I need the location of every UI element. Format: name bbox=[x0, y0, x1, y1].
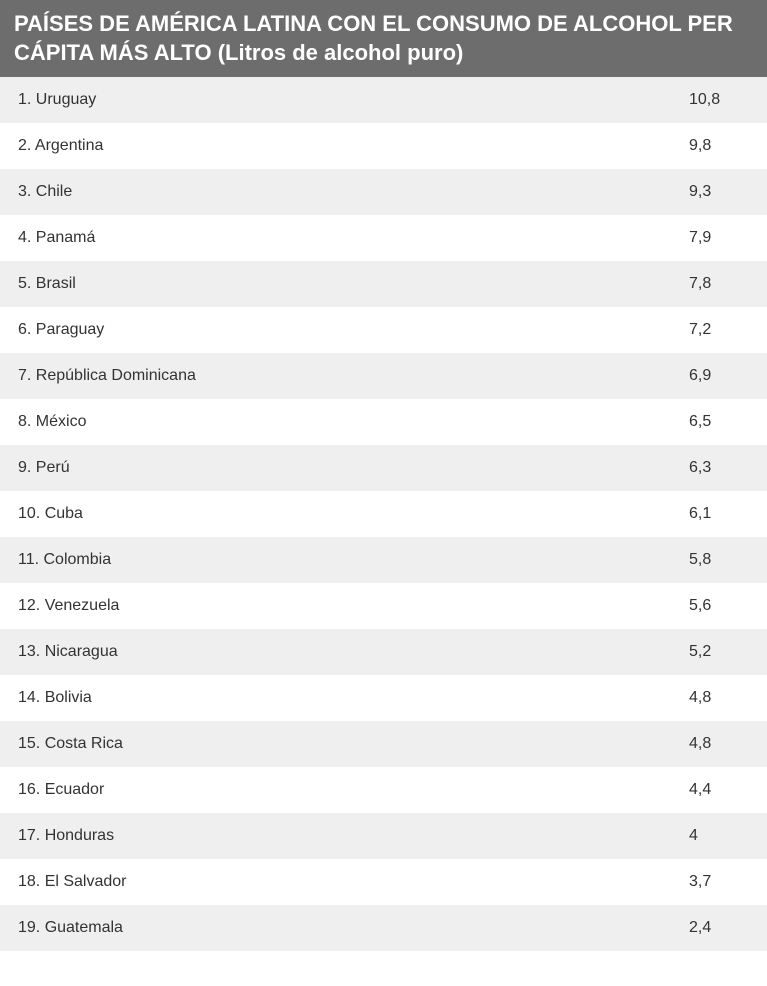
country-cell: 12. Venezuela bbox=[18, 597, 689, 615]
table-row: 6. Paraguay7,2 bbox=[0, 307, 767, 353]
table-row: 16. Ecuador4,4 bbox=[0, 767, 767, 813]
table-row: 5. Brasil7,8 bbox=[0, 261, 767, 307]
table-row: 13. Nicaragua5,2 bbox=[0, 629, 767, 675]
value-cell: 5,8 bbox=[689, 551, 749, 569]
country-cell: 13. Nicaragua bbox=[18, 643, 689, 661]
table-row: 9. Perú6,3 bbox=[0, 445, 767, 491]
country-cell: 8. México bbox=[18, 413, 689, 431]
country-cell: 2. Argentina bbox=[18, 137, 689, 155]
table-row: 7. República Dominicana6,9 bbox=[0, 353, 767, 399]
country-cell: 11. Colombia bbox=[18, 551, 689, 569]
table-row: 10. Cuba6,1 bbox=[0, 491, 767, 537]
value-cell: 4,8 bbox=[689, 735, 749, 753]
table-row: 8. México6,5 bbox=[0, 399, 767, 445]
country-cell: 17. Honduras bbox=[18, 827, 689, 845]
country-cell: 10. Cuba bbox=[18, 505, 689, 523]
country-cell: 4. Panamá bbox=[18, 229, 689, 247]
value-cell: 4,8 bbox=[689, 689, 749, 707]
table-row: 18. El Salvador3,7 bbox=[0, 859, 767, 905]
country-cell: 16. Ecuador bbox=[18, 781, 689, 799]
value-cell: 6,5 bbox=[689, 413, 749, 431]
country-cell: 9. Perú bbox=[18, 459, 689, 477]
table-row: 11. Colombia5,8 bbox=[0, 537, 767, 583]
value-cell: 4 bbox=[689, 827, 749, 845]
value-cell: 9,3 bbox=[689, 183, 749, 201]
data-table: 1. Uruguay10,82. Argentina9,83. Chile9,3… bbox=[0, 77, 767, 951]
value-cell: 6,1 bbox=[689, 505, 749, 523]
table-row: 4. Panamá7,9 bbox=[0, 215, 767, 261]
value-cell: 4,4 bbox=[689, 781, 749, 799]
value-cell: 10,8 bbox=[689, 91, 749, 109]
table-title: PAÍSES DE AMÉRICA LATINA CON EL CONSUMO … bbox=[14, 10, 753, 67]
value-cell: 6,9 bbox=[689, 367, 749, 385]
table-row: 17. Honduras4 bbox=[0, 813, 767, 859]
country-cell: 14. Bolivia bbox=[18, 689, 689, 707]
table-row: 2. Argentina9,8 bbox=[0, 123, 767, 169]
table-row: 3. Chile9,3 bbox=[0, 169, 767, 215]
country-cell: 3. Chile bbox=[18, 183, 689, 201]
country-cell: 6. Paraguay bbox=[18, 321, 689, 339]
value-cell: 5,2 bbox=[689, 643, 749, 661]
country-cell: 18. El Salvador bbox=[18, 873, 689, 891]
value-cell: 7,9 bbox=[689, 229, 749, 247]
value-cell: 7,2 bbox=[689, 321, 749, 339]
value-cell: 9,8 bbox=[689, 137, 749, 155]
table-row: 1. Uruguay10,8 bbox=[0, 77, 767, 123]
value-cell: 2,4 bbox=[689, 919, 749, 937]
value-cell: 6,3 bbox=[689, 459, 749, 477]
country-cell: 15. Costa Rica bbox=[18, 735, 689, 753]
table-row: 15. Costa Rica4,8 bbox=[0, 721, 767, 767]
table-container: PAÍSES DE AMÉRICA LATINA CON EL CONSUMO … bbox=[0, 0, 767, 951]
country-cell: 19. Guatemala bbox=[18, 919, 689, 937]
country-cell: 7. República Dominicana bbox=[18, 367, 689, 385]
value-cell: 7,8 bbox=[689, 275, 749, 293]
table-header: PAÍSES DE AMÉRICA LATINA CON EL CONSUMO … bbox=[0, 0, 767, 77]
value-cell: 5,6 bbox=[689, 597, 749, 615]
table-row: 19. Guatemala2,4 bbox=[0, 905, 767, 951]
value-cell: 3,7 bbox=[689, 873, 749, 891]
table-row: 12. Venezuela5,6 bbox=[0, 583, 767, 629]
country-cell: 5. Brasil bbox=[18, 275, 689, 293]
table-row: 14. Bolivia4,8 bbox=[0, 675, 767, 721]
country-cell: 1. Uruguay bbox=[18, 91, 689, 109]
